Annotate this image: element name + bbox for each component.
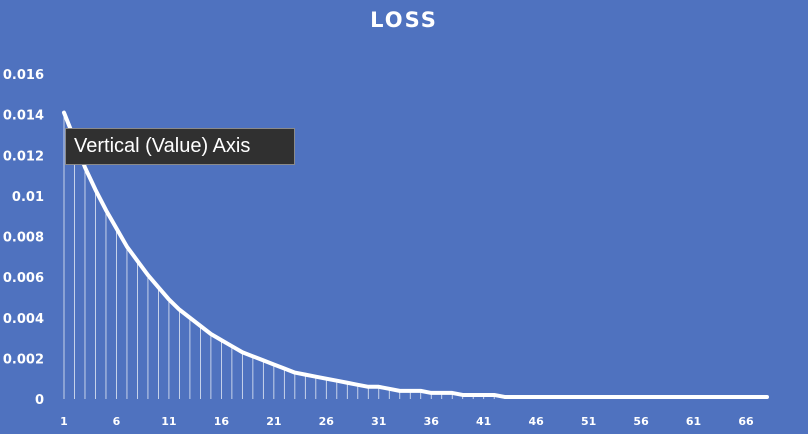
x-tick-label: 66 bbox=[738, 415, 754, 428]
y-tick-label: 0 bbox=[35, 393, 44, 408]
axis-tooltip: Vertical (Value) Axis bbox=[65, 128, 295, 165]
chart-title: LOSS bbox=[370, 8, 438, 32]
y-tick-label: 0.006 bbox=[3, 271, 44, 286]
x-tick-label: 36 bbox=[424, 415, 440, 428]
y-tick-label: 0.008 bbox=[3, 231, 44, 246]
x-tick-label: 61 bbox=[686, 415, 701, 428]
series-line[interactable] bbox=[62, 110, 769, 399]
x-tick-label: 41 bbox=[476, 415, 491, 428]
y-axis[interactable]: 0 0.002 0.004 0.006 0.008 0.01 0.012 0.014 0.016 bbox=[3, 68, 44, 408]
y-tick-label: 0.014 bbox=[3, 109, 44, 124]
y-tick-label: 0.012 bbox=[3, 149, 44, 164]
x-axis[interactable]: 1 6 11 16 21 26 31 36 41 46 51 56 61 66 bbox=[60, 415, 754, 428]
x-tick-label: 21 bbox=[266, 415, 281, 428]
x-tick-label: 11 bbox=[161, 415, 176, 428]
y-tick-label: 0.002 bbox=[3, 352, 44, 367]
x-tick-label: 46 bbox=[529, 415, 545, 428]
x-tick-label: 26 bbox=[319, 415, 335, 428]
x-tick-label: 6 bbox=[113, 415, 121, 428]
x-tick-label: 56 bbox=[633, 415, 649, 428]
y-tick-label: 0.01 bbox=[12, 190, 44, 205]
x-tick-label: 51 bbox=[581, 415, 596, 428]
x-tick-label: 1 bbox=[60, 415, 68, 428]
x-tick-label: 31 bbox=[371, 415, 386, 428]
drop-lines bbox=[63, 112, 768, 399]
y-tick-label: 0.016 bbox=[3, 68, 44, 83]
y-tick-label: 0.004 bbox=[3, 312, 44, 327]
x-tick-label: 16 bbox=[214, 415, 230, 428]
